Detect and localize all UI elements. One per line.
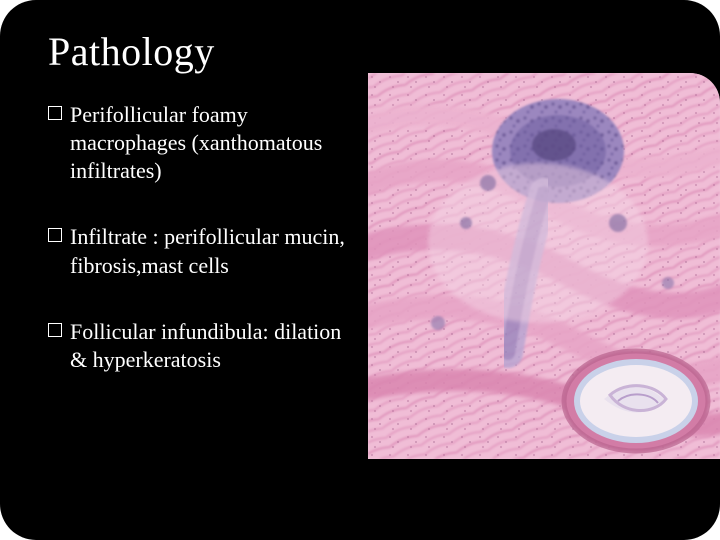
slide-title: Pathology <box>48 28 672 75</box>
bullet-item: Follicular infundibula: dilation & hyper… <box>48 318 348 374</box>
square-bullet-icon <box>48 106 62 120</box>
bullet-text: Follicular infundibula: dilation & hyper… <box>70 319 341 372</box>
slide-container: Pathology Perifollicular foamy macrophag… <box>0 0 720 540</box>
bullet-list: Perifollicular foamy macrophages (xantho… <box>48 97 348 504</box>
square-bullet-icon <box>48 228 62 242</box>
bullet-text: Perifollicular foamy macrophages (xantho… <box>70 102 322 183</box>
bullet-text: Infiltrate : perifollicular mucin, fibro… <box>70 224 345 277</box>
histology-image <box>368 73 720 459</box>
image-area <box>360 97 672 504</box>
bullet-item: Infiltrate : perifollicular mucin, fibro… <box>48 223 348 279</box>
content-row: Perifollicular foamy macrophages (xantho… <box>48 97 672 504</box>
bullet-item: Perifollicular foamy macrophages (xantho… <box>48 101 348 185</box>
square-bullet-icon <box>48 323 62 337</box>
